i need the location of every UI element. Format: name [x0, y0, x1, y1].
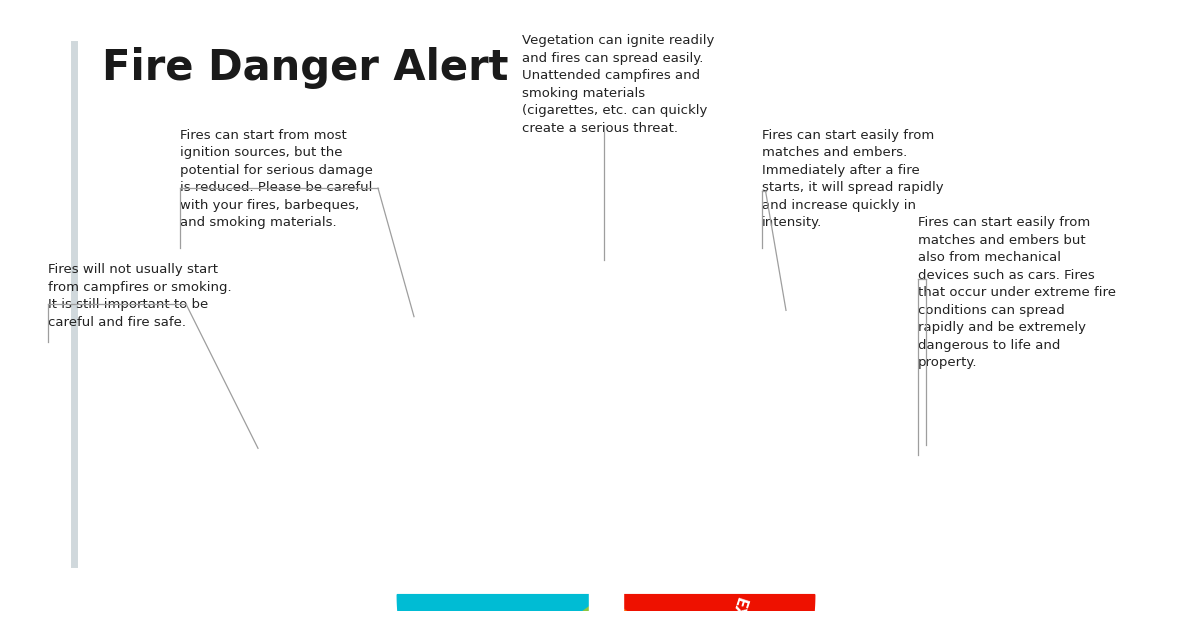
Text: Fires will not usually start
from campfires or smoking.
It is still important to: Fires will not usually start from campfi…: [48, 263, 232, 329]
Polygon shape: [397, 594, 606, 627]
Text: Vegetation can ignite readily
and fires can spread easily.
Unattended campfires : Vegetation can ignite readily and fires …: [522, 34, 714, 135]
Polygon shape: [606, 594, 815, 627]
Text: EXTREME: EXTREME: [710, 596, 748, 627]
Text: Fires can start easily from
matches and embers but
also from mechanical
devices : Fires can start easily from matches and …: [918, 216, 1116, 369]
Polygon shape: [598, 403, 614, 594]
Text: Fires can start from most
ignition sources, but the
potential for serious damage: Fires can start from most ignition sourc…: [180, 129, 373, 229]
Polygon shape: [589, 584, 623, 611]
Polygon shape: [606, 594, 775, 627]
Polygon shape: [437, 594, 606, 627]
Text: Fire Danger Alert: Fire Danger Alert: [102, 47, 509, 89]
Text: LOW: LOW: [470, 614, 496, 627]
Polygon shape: [541, 594, 671, 627]
Text: Fires can start easily from
matches and embers.
Immediately after a fire
starts,: Fires can start easily from matches and …: [762, 129, 943, 229]
